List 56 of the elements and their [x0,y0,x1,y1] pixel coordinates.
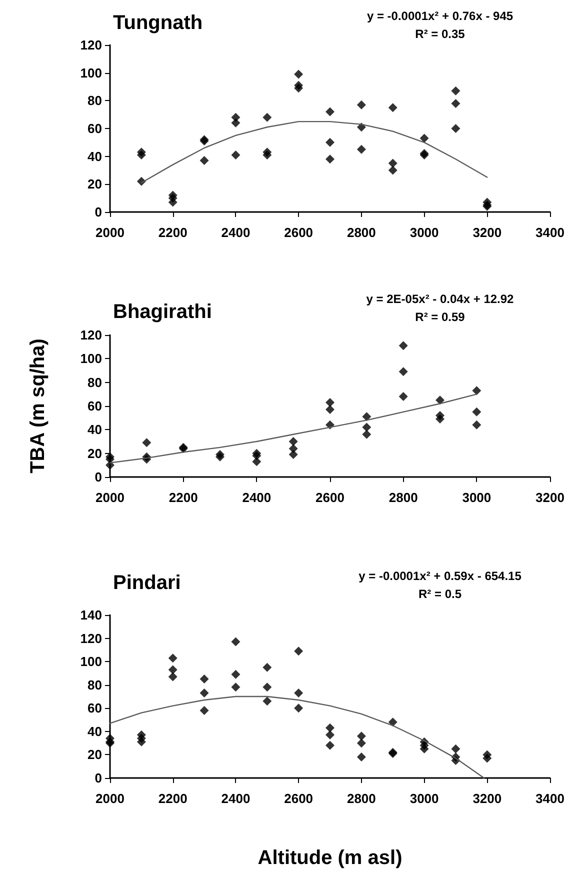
y-tick-label: 20 [88,176,102,192]
text: y = -0.0001x² + 0.76x - 945 [366,9,514,23]
text: R² = 0.35 [415,27,466,41]
y-tick-label: 80 [88,93,102,108]
x-tick-label: 2200 [158,791,188,806]
chart-title: Pindari [113,572,181,594]
x-tick-label: 3400 [536,791,564,806]
text: R² = 0.59 [415,310,466,324]
y-tick-label: 20 [88,446,102,461]
x-axis-title: Altitude (m asl) [258,847,402,869]
text: R² = 0.5 [418,587,462,601]
text: y = -0.0001x² + 0.59x - 654.15 [358,569,522,583]
chart-title: Tungnath [113,12,203,34]
x-tick-label: 3200 [536,490,564,505]
y-tick-label: 60 [88,121,102,136]
y-tick-label: 80 [88,677,102,692]
chart-title: Bhagirathi [113,301,212,323]
y-tick-label: 0 [94,770,102,786]
y-tick-label: 100 [80,654,102,670]
x-tick-label: 2800 [346,791,376,806]
x-tick-label: 3000 [410,791,439,806]
x-tick-label: 2000 [96,225,124,240]
x-tick-label: 3000 [410,225,439,240]
x-tick-label: 2000 [96,791,124,806]
x-tick-label: 2200 [168,490,198,505]
x-tick-label: 3200 [472,225,502,240]
y-tick-label: 20 [88,747,102,762]
y-tick-label: 100 [80,351,102,366]
y-axis-title: TBA (m sq/ha) [27,338,49,474]
y-tick-label: 120 [80,328,102,342]
x-tick-label: 2800 [346,225,376,240]
x-tick-label: 2600 [316,490,344,505]
y-tick-label: 120 [80,630,102,646]
x-tick-label: 3200 [472,791,502,806]
x-tick-label: 3400 [536,225,564,240]
x-tick-label: 2400 [221,225,250,240]
x-tick-label: 2000 [96,490,124,505]
y-tick-label: 40 [88,148,102,164]
y-tick-label: 100 [80,65,102,80]
y-tick-label: 120 [80,38,102,52]
x-tick-label: 3000 [462,490,492,505]
y-tick-label: 60 [88,700,102,716]
y-tick-label: 40 [88,422,102,438]
y-tick-label: 0 [94,470,102,484]
y-tick-label: 60 [88,398,102,414]
y-tick-label: 140 [80,608,102,622]
text: y = 2E-05x² - 0.04x + 12.92 [366,292,514,306]
x-tick-label: 2200 [158,225,188,240]
x-tick-label: 2800 [388,490,418,505]
y-tick-label: 80 [88,374,102,390]
x-tick-label: 2600 [284,791,314,806]
x-tick-label: 2600 [284,225,314,240]
x-tick-label: 2400 [221,791,250,806]
y-tick-label: 40 [88,724,102,739]
y-tick-label: 0 [94,204,102,220]
x-tick-label: 2400 [242,490,272,505]
